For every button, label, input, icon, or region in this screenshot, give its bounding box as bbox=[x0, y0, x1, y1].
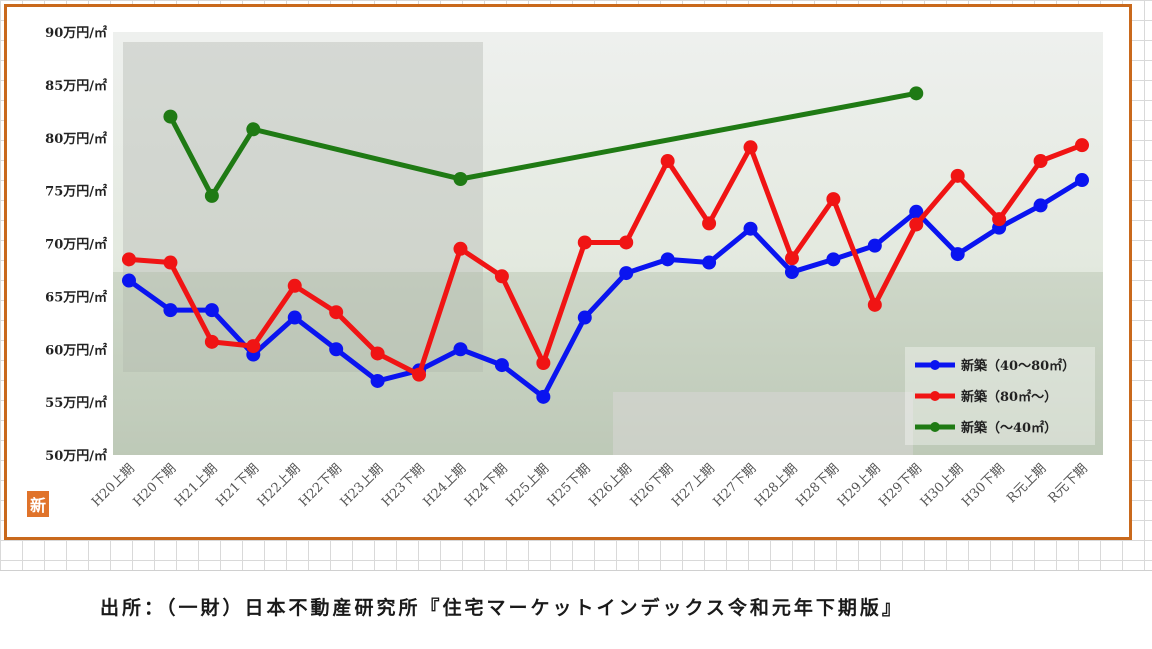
data-point bbox=[412, 367, 427, 382]
y-tick-label: 65万円/㎡ bbox=[45, 289, 107, 305]
data-point bbox=[536, 389, 551, 404]
data-point bbox=[453, 171, 468, 186]
background-building-shape bbox=[123, 42, 483, 372]
x-tick-label: H21下期 bbox=[213, 461, 262, 510]
data-point bbox=[950, 247, 965, 262]
data-point bbox=[784, 251, 799, 266]
x-tick-label: R元下期 bbox=[1046, 461, 1091, 506]
legend-label: 新築（40～80㎡） bbox=[961, 358, 1075, 374]
data-point bbox=[204, 334, 219, 349]
x-tick-label: R元上期 bbox=[1004, 461, 1049, 506]
x-tick-label: H25下期 bbox=[545, 461, 594, 510]
y-tick-label: 70万円/㎡ bbox=[45, 237, 107, 253]
data-point bbox=[494, 358, 509, 373]
data-point bbox=[826, 192, 841, 207]
data-point bbox=[743, 140, 758, 155]
data-point bbox=[370, 346, 385, 361]
data-point bbox=[619, 235, 634, 250]
data-point bbox=[867, 297, 882, 312]
legend-label: 新築（80㎡～） bbox=[961, 389, 1057, 405]
x-tick-label: H22下期 bbox=[296, 461, 345, 510]
y-tick-label: 50万円/㎡ bbox=[45, 448, 107, 464]
data-point bbox=[163, 255, 178, 270]
legend-swatch-point bbox=[930, 391, 940, 401]
data-point bbox=[329, 305, 344, 320]
data-point bbox=[1033, 154, 1048, 169]
data-point bbox=[287, 278, 302, 293]
data-point bbox=[992, 212, 1007, 227]
x-tick-label: H23上期 bbox=[338, 461, 387, 510]
background-road-shape bbox=[613, 392, 913, 455]
data-point bbox=[453, 342, 468, 357]
data-point bbox=[909, 217, 924, 232]
x-tick-label: H30下期 bbox=[959, 461, 1008, 510]
x-tick-label: H29上期 bbox=[835, 461, 884, 510]
data-point bbox=[163, 109, 178, 124]
x-tick-label: H28上期 bbox=[752, 461, 801, 510]
sheet-row-band: 出所：（一財）日本不動産研究所『住宅マーケットインデックス令和元年下期版』 bbox=[0, 570, 1152, 649]
data-point bbox=[122, 252, 136, 267]
y-tick-label: 80万円/㎡ bbox=[45, 131, 107, 147]
data-point bbox=[204, 303, 219, 318]
data-point bbox=[494, 269, 509, 284]
data-point bbox=[1075, 138, 1089, 153]
x-tick-label: H20上期 bbox=[89, 461, 138, 510]
series-line bbox=[128, 142, 1083, 378]
brand-badge-icon: 新 bbox=[27, 491, 49, 517]
y-tick-label: 85万円/㎡ bbox=[45, 78, 107, 94]
data-point bbox=[909, 204, 924, 219]
data-point bbox=[619, 266, 634, 281]
y-tick-label: 90万円/㎡ bbox=[45, 25, 107, 41]
x-tick-label: H26下期 bbox=[628, 461, 677, 510]
x-tick-label: H25上期 bbox=[503, 461, 552, 510]
data-point bbox=[287, 310, 302, 325]
data-point bbox=[702, 255, 717, 270]
data-point bbox=[826, 252, 841, 267]
x-tick-label: H29下期 bbox=[876, 461, 925, 510]
data-point bbox=[577, 235, 592, 250]
data-point bbox=[743, 221, 758, 236]
data-point bbox=[204, 188, 219, 203]
data-point bbox=[536, 355, 551, 370]
y-tick-label: 55万円/㎡ bbox=[45, 395, 107, 411]
x-tick-label: H24下期 bbox=[462, 461, 511, 510]
data-point bbox=[909, 86, 924, 101]
chart-svg: 90万円/㎡ 85万円/㎡ 80万円/㎡ 75万円/㎡ 70万円/㎡ 65万円/㎡ 60万円… bbox=[45, 25, 1103, 510]
y-tick-label: 75万円/㎡ bbox=[45, 184, 107, 200]
y-tick-label: 60万円/㎡ bbox=[45, 342, 107, 358]
x-tick-label: H28下期 bbox=[794, 461, 843, 510]
data-point bbox=[577, 310, 592, 325]
chart-frame: 90万円/㎡ 85万円/㎡ 80万円/㎡ 75万円/㎡ 70万円/㎡ 65万円/㎡ 60万円… bbox=[4, 4, 1132, 540]
x-tick-label: H22上期 bbox=[255, 461, 304, 510]
x-tick-label: H26上期 bbox=[586, 461, 635, 510]
source-caption: 出所：（一財）日本不動産研究所『住宅マーケットインデックス令和元年下期版』 bbox=[100, 597, 904, 619]
x-tick-label: H27上期 bbox=[669, 461, 718, 510]
data-point bbox=[370, 373, 385, 388]
x-tick-label: H24上期 bbox=[421, 461, 470, 510]
data-point bbox=[246, 122, 261, 137]
x-tick-label: H20下期 bbox=[131, 461, 180, 510]
x-tick-label: H30上期 bbox=[918, 461, 967, 510]
data-point bbox=[329, 342, 344, 357]
x-tick-label: H23下期 bbox=[379, 461, 428, 510]
data-point bbox=[702, 216, 717, 231]
data-point bbox=[163, 303, 178, 318]
data-point bbox=[1075, 173, 1089, 188]
data-point bbox=[950, 168, 965, 183]
legend-label: 新築（～40㎡） bbox=[961, 420, 1057, 436]
legend-swatch-point bbox=[930, 422, 940, 432]
legend-swatch-point bbox=[930, 360, 940, 370]
data-point bbox=[660, 154, 675, 169]
data-point bbox=[122, 273, 136, 288]
data-point bbox=[867, 238, 882, 253]
data-point bbox=[784, 265, 799, 280]
x-tick-label: H21上期 bbox=[172, 461, 221, 510]
data-point bbox=[660, 252, 675, 267]
data-point bbox=[246, 339, 261, 354]
data-point bbox=[1033, 198, 1048, 213]
x-tick-label: H27下期 bbox=[711, 461, 760, 510]
data-point bbox=[453, 241, 468, 256]
